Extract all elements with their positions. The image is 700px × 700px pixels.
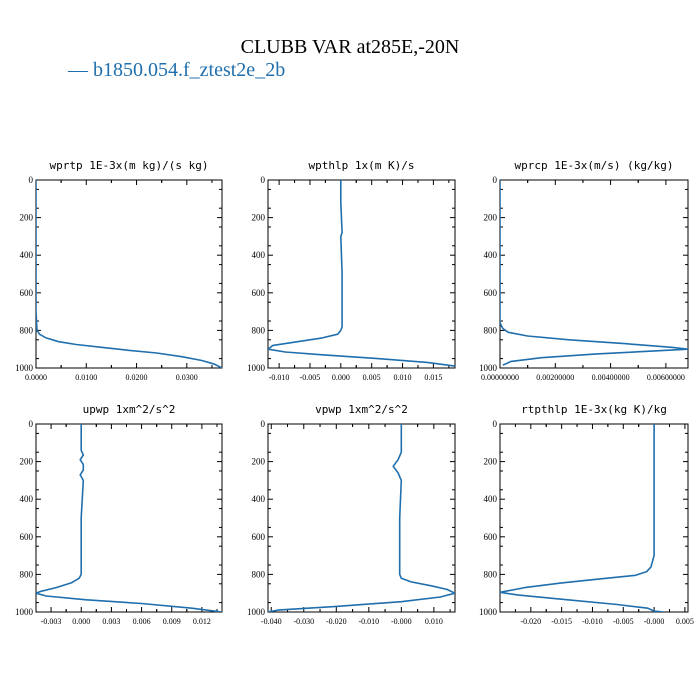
plot-frame [499, 179, 689, 369]
y-tick-label: 600 [20, 532, 34, 542]
x-tick-label: 0.00000000 [481, 373, 519, 382]
x-tick-label: -0.020 [326, 617, 347, 626]
y-tick-label: 0 [493, 419, 498, 429]
y-tick-label: 0 [29, 419, 34, 429]
y-tick-label: 600 [20, 288, 34, 298]
y-tick-label: 800 [484, 325, 498, 335]
x-tick-label: 0.010 [425, 617, 443, 626]
legend-label: b1850.054.f_ztest2e_2b [93, 59, 286, 81]
x-tick-label: 0.003 [102, 617, 120, 626]
y-tick-label: 200 [20, 213, 34, 223]
x-tick-label: 0.010 [394, 373, 412, 382]
figure-title: CLUBB VAR at285E,-20N [240, 36, 460, 58]
x-tick-label: -0.010 [269, 373, 290, 382]
x-tick-label: -0.040 [261, 617, 282, 626]
y-tick-label: 0 [261, 175, 266, 185]
subplot-title: wprcp 1E-3x(m/s) (kg/kg) [515, 159, 674, 172]
y-tick-label: 1000 [479, 363, 498, 373]
x-tick-label: -0.005 [300, 373, 321, 382]
y-tick-label: 400 [484, 494, 498, 504]
y-tick-label: 1000 [247, 363, 266, 373]
subplot-title: wprtp 1E-3x(m kg)/(s kg) [50, 159, 209, 172]
y-tick-label: 200 [20, 457, 34, 467]
series-line [268, 424, 455, 612]
y-tick-label: 600 [484, 532, 498, 542]
series-line [36, 180, 222, 368]
y-tick-label: 400 [20, 250, 34, 260]
x-tick-label: -0.010 [358, 617, 379, 626]
plot-frame [267, 179, 456, 369]
y-tick-label: 0 [29, 175, 34, 185]
x-tick-label: 0.006 [133, 617, 151, 626]
x-tick-label: -0.000 [391, 617, 412, 626]
x-tick-label: -0.005 [613, 617, 634, 626]
y-tick-label: 600 [252, 532, 266, 542]
y-tick-label: 200 [484, 213, 498, 223]
x-tick-label: 0.000 [72, 617, 90, 626]
plot-frame [35, 423, 223, 613]
x-tick-label: 0.005 [363, 373, 381, 382]
x-tick-label: 0.0200 [126, 373, 148, 382]
plot-frame [267, 423, 456, 613]
plot-frame [35, 179, 223, 369]
subplot-5: vpwp 1xm^2/s^2 0 200 400 600 800 1000-0.040 -0.… [247, 403, 456, 626]
x-tick-label: 0.012 [193, 617, 211, 626]
y-tick-label: 600 [252, 288, 266, 298]
y-tick-label: 200 [252, 457, 266, 467]
x-tick-label: 0.00600000 [647, 373, 685, 382]
y-tick-label: 200 [484, 457, 498, 467]
y-tick-label: 0 [261, 419, 266, 429]
x-tick-label: 0.0000 [25, 373, 47, 382]
y-tick-label: 800 [20, 569, 34, 579]
subplot-6: rtpthlp 1E-3x(kg K)/kg 0 200 400 600 800 1000 -… [479, 403, 694, 626]
legend-line-marker: — [68, 59, 93, 81]
subplot-title: upwp 1xm^2/s^2 [83, 403, 176, 416]
y-tick-label: 800 [484, 569, 498, 579]
x-tick-label: 0.0300 [176, 373, 198, 382]
subplot-1: wprtp 1E-3x(m kg)/(s kg) 0 200 400 600 800 100… [15, 159, 223, 382]
y-tick-label: 1000 [15, 607, 34, 617]
x-tick-label: 0.0100 [75, 373, 97, 382]
x-tick-label: -0.030 [293, 617, 314, 626]
x-tick-label: 0.00200000 [536, 373, 574, 382]
x-tick-label: 0.000 [332, 373, 350, 382]
y-tick-label: 600 [484, 288, 498, 298]
y-tick-label: 1000 [247, 607, 266, 617]
y-tick-label: 400 [20, 494, 34, 504]
subplot-title: vpwp 1xm^2/s^2 [315, 403, 408, 416]
legend: — b1850.054.f_ztest2e_2b [68, 59, 285, 82]
subplot-4: upwp 1xm^2/s^2 0 200 400 600 800 1000 -0.003 0.0… [15, 403, 223, 626]
x-tick-label: -0.020 [520, 617, 541, 626]
series-line [500, 424, 664, 612]
y-tick-label: 400 [252, 250, 266, 260]
y-tick-label: 800 [20, 325, 34, 335]
x-tick-label: 0.009 [163, 617, 181, 626]
subplot-3: wprcp 1E-3x(m/s) (kg/kg) 0 200 400 600 800 100… [479, 159, 689, 382]
series-line [500, 180, 688, 366]
y-tick-label: 800 [252, 569, 266, 579]
y-tick-label: 1000 [479, 607, 498, 617]
y-tick-label: 400 [484, 250, 498, 260]
x-tick-label: 0.005 [676, 617, 694, 626]
y-tick-label: 800 [252, 325, 266, 335]
series-line [268, 180, 455, 367]
y-tick-label: 1000 [15, 363, 34, 373]
series-line [36, 424, 222, 612]
y-tick-label: 400 [252, 494, 266, 504]
x-tick-label: -0.010 [582, 617, 603, 626]
subplot-2: wpthlp 1x(m K)/s 0 200 400 600 800 1000-0.010 -… [247, 159, 456, 382]
y-tick-label: 0 [493, 175, 498, 185]
subplot-title: rtpthlp 1E-3x(kg K)/kg [521, 403, 667, 416]
plot-frame [499, 423, 689, 613]
x-tick-label: -0.000 [644, 617, 665, 626]
x-tick-label: 0.015 [424, 373, 442, 382]
y-tick-label: 200 [252, 213, 266, 223]
x-tick-label: -0.015 [551, 617, 572, 626]
subplot-title: wpthlp 1x(m K)/s [309, 159, 415, 172]
x-tick-label: -0.003 [41, 617, 62, 626]
x-tick-label: 0.00400000 [592, 373, 630, 382]
